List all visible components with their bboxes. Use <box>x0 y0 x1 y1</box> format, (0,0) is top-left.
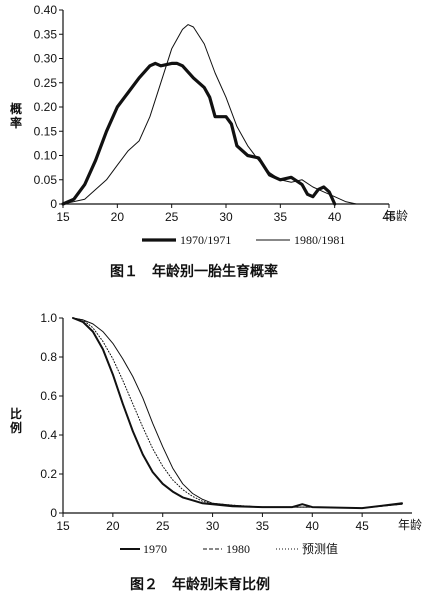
chart2-series-line-3 <box>72 317 403 509</box>
chart1-x-tick-label-2: 25 <box>165 210 179 224</box>
chart2-x-tick-label-1: 20 <box>106 519 120 533</box>
chart1-x-tick-label-4: 35 <box>274 210 288 224</box>
chart1-y-ticks: 0 0.05 0.10 0.15 0.20 0.25 0.30 0.35 0.40 <box>34 3 63 211</box>
chart2-y-tick-label-0: 0 <box>50 506 57 520</box>
chart1-legend: 1970/1971 1980/1981 <box>142 233 345 247</box>
chart1-ylabel-char-2: 率 <box>10 115 22 130</box>
chart2-series-line-2 <box>72 317 403 509</box>
chart1-y-tick-label-6: 0.30 <box>34 52 58 66</box>
chart2-plot-area <box>72 317 403 510</box>
chart1-y-tick-label-8: 0.40 <box>34 3 58 17</box>
chart2-legend-label-1: 1970 <box>143 542 167 556</box>
chart2-ylabel-char-2: 例 <box>10 420 22 435</box>
chart2-legend-label-3: 预测值 <box>302 541 338 556</box>
chart1-y-tick-label-5: 0.25 <box>34 76 58 90</box>
chart1-x-tick-label-1: 20 <box>111 210 125 224</box>
chart1-legend-label-1: 1970/1971 <box>180 233 231 247</box>
chart1-x-tick-label-5: 40 <box>328 210 342 224</box>
chart2-x-tick-label-2: 25 <box>156 519 170 533</box>
chart2-x-tick-label-6: 45 <box>355 519 369 533</box>
chart1-y-tick-label-7: 0.35 <box>34 27 58 41</box>
chart1-series-line-2 <box>62 24 357 205</box>
chart2-x-tick-label-5: 40 <box>306 519 320 533</box>
chart2-y-tick-label-2: 0.4 <box>40 428 57 442</box>
chart2-ylabel-char-1: 比 <box>10 406 22 421</box>
chart2-legend-label-2: 1980 <box>226 542 250 556</box>
chart1-plot-area <box>61 24 357 206</box>
chart2: 比 例 0 0.2 0.4 0.6 0.8 1.0 15 20 25 30 35 40 45 年龄 1… <box>10 311 422 593</box>
chart2-series-line-1 <box>72 317 403 510</box>
chart1-y-tick-label-2: 0.10 <box>34 149 58 163</box>
chart2-y-tick-label-1: 0.2 <box>40 467 57 481</box>
chart1-x-tick-label-0: 15 <box>56 210 70 224</box>
chart2-x-tick-label-0: 15 <box>56 519 70 533</box>
chart2-y-ticks: 0 0.2 0.4 0.6 0.8 1.0 <box>40 311 63 520</box>
chart1-x-ticks: 15 20 25 30 35 40 45 <box>56 204 396 224</box>
chart1-y-tick-label-4: 0.20 <box>34 100 58 114</box>
chart2-y-tick-label-4: 0.8 <box>40 350 57 364</box>
chart2-x-tick-label-3: 30 <box>206 519 220 533</box>
chart1-y-tick-label-1: 0.05 <box>34 173 58 187</box>
chart1-y-tick-label-3: 0.15 <box>34 124 58 138</box>
chart1-x-tick-label-3: 30 <box>219 210 233 224</box>
chart1: 概 率 0 0.05 0.10 0.15 0.20 0.25 0.30 0.35 0.40 15… <box>10 3 408 280</box>
chart1-series-line-1 <box>61 61 337 206</box>
chart2-y-tick-label-5: 1.0 <box>40 311 57 325</box>
chart2-legend: 1970 1980 预测值 <box>120 541 338 556</box>
chart2-x-tick-label-4: 35 <box>256 519 270 533</box>
chart1-ylabel-char-1: 概 <box>10 101 22 116</box>
chart1-x-unit: 年龄 <box>384 209 408 223</box>
chart1-legend-label-2: 1980/1981 <box>294 233 345 247</box>
chart1-y-tick-label-0: 0 <box>50 197 57 211</box>
chart2-caption: 图２ 年龄别未育比例 <box>130 576 270 593</box>
chart2-x-unit: 年龄 <box>398 518 422 532</box>
chart1-caption: 图１ 年龄别一胎生育概率 <box>110 263 278 280</box>
chart2-y-tick-label-3: 0.6 <box>40 389 57 403</box>
chart2-x-ticks: 15 20 25 30 35 40 45 <box>56 513 369 533</box>
chart1-x-tick-label-6: 45 <box>382 210 396 224</box>
